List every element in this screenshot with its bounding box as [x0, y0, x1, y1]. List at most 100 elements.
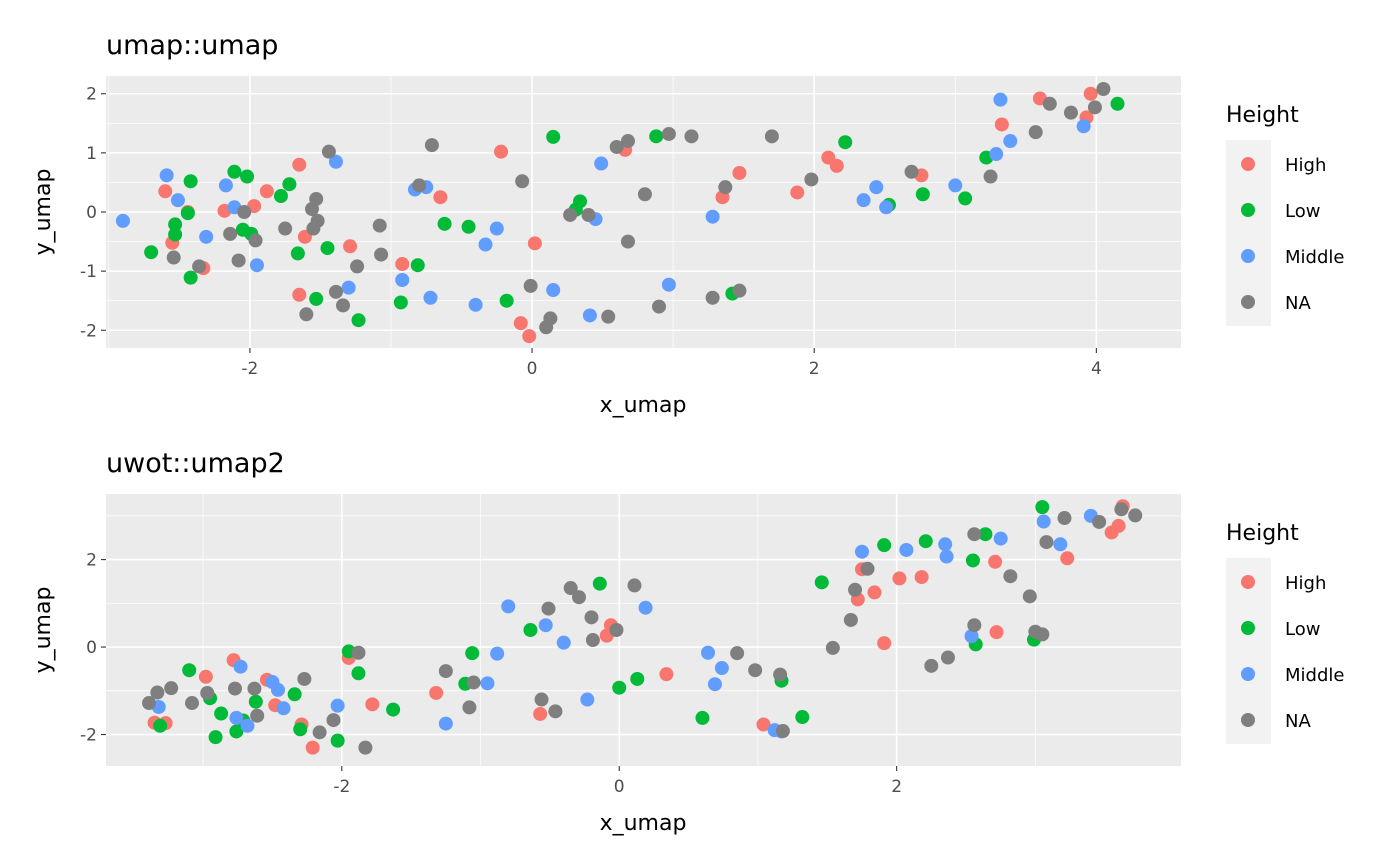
x-axis-title: x_umap: [600, 393, 687, 418]
point-na: [585, 633, 600, 648]
point-middle: [705, 209, 720, 224]
point-na: [627, 578, 642, 593]
point-na: [1042, 96, 1057, 111]
point-na: [1087, 100, 1102, 115]
point-high: [522, 329, 537, 344]
x-tick-label: 2: [891, 777, 902, 797]
point-high: [756, 717, 771, 732]
point-na: [548, 704, 563, 719]
point-middle: [328, 154, 343, 169]
point-middle: [489, 221, 504, 236]
point-high: [867, 585, 882, 600]
x-tick-label: -2: [333, 777, 350, 797]
point-low: [214, 706, 229, 721]
point-na: [192, 259, 207, 274]
point-high: [292, 157, 307, 172]
point-na: [326, 713, 341, 728]
legend-items: High Low Middle NA: [1241, 155, 1344, 314]
point-na: [350, 259, 365, 274]
point-high: [1111, 518, 1126, 533]
point-high: [365, 697, 380, 712]
y-axis-title: y_umap: [31, 169, 56, 256]
legend: Height High Low Middle NA: [1226, 521, 1344, 744]
point-low: [461, 219, 476, 234]
point-middle: [714, 661, 729, 676]
point-high: [790, 185, 805, 200]
y-tick-label: 2: [86, 551, 97, 571]
point-na: [1063, 105, 1078, 120]
point-na: [336, 298, 351, 313]
point-na: [1057, 511, 1072, 526]
legend-key-low: [1241, 203, 1255, 217]
point-middle: [938, 537, 953, 552]
point-na: [541, 601, 556, 616]
point-middle: [115, 213, 130, 228]
point-middle: [582, 308, 597, 323]
point-middle: [546, 283, 561, 298]
point-na: [328, 284, 343, 299]
legend-label-high: High: [1285, 573, 1326, 594]
x-axis-title: x_umap: [600, 811, 687, 836]
legend-items: High Low Middle NA: [1241, 573, 1344, 732]
point-high: [259, 184, 274, 199]
point-na: [983, 169, 998, 184]
point-na: [843, 612, 858, 627]
point-low: [592, 576, 607, 591]
legend-title: Height: [1226, 103, 1299, 128]
legend-label-low: Low: [1285, 201, 1320, 222]
point-na: [278, 221, 293, 236]
point-middle: [490, 646, 505, 661]
point-na: [248, 233, 263, 248]
point-middle: [240, 718, 255, 733]
y-tick-label: -1: [80, 262, 97, 282]
point-na: [247, 681, 262, 696]
point-middle: [438, 716, 453, 731]
legend-key-background: [1226, 558, 1271, 744]
point-high: [527, 236, 542, 251]
point-na: [223, 226, 238, 241]
point-na: [705, 290, 720, 305]
point-low: [168, 217, 183, 232]
point-na: [775, 724, 790, 739]
point-na: [848, 582, 863, 597]
point-middle: [159, 168, 174, 183]
point-na: [523, 278, 538, 293]
point-na: [637, 187, 652, 202]
points: [115, 82, 1125, 344]
point-high: [914, 570, 929, 585]
point-na: [1028, 125, 1043, 140]
point-low: [293, 722, 308, 737]
point-high: [494, 144, 509, 159]
point-middle: [341, 280, 356, 295]
point-low: [240, 169, 255, 184]
panel-background: [106, 494, 1181, 766]
point-na: [200, 685, 215, 700]
point-na: [730, 646, 745, 661]
point-na: [231, 253, 246, 268]
point-low: [273, 189, 288, 204]
point-high: [988, 554, 1003, 569]
point-middle: [233, 659, 248, 674]
point-high: [429, 685, 444, 700]
point-high: [989, 625, 1004, 640]
point-na: [543, 311, 558, 326]
point-na: [309, 191, 324, 206]
point-middle: [701, 645, 715, 660]
point-na: [748, 663, 763, 678]
point-na: [601, 309, 616, 324]
point-middle: [939, 549, 954, 564]
point-low: [229, 724, 244, 739]
point-high: [1060, 551, 1075, 566]
point-middle: [638, 600, 653, 615]
x-tick-label: 2: [809, 359, 820, 379]
point-middle: [468, 297, 483, 312]
point-high: [158, 184, 173, 199]
point-low: [410, 258, 425, 273]
x-tick-label: 0: [614, 777, 625, 797]
point-low: [915, 187, 930, 202]
point-na: [1003, 569, 1018, 584]
point-middle: [989, 147, 1004, 162]
y-tick-label: 0: [86, 203, 97, 223]
point-na: [572, 590, 586, 605]
